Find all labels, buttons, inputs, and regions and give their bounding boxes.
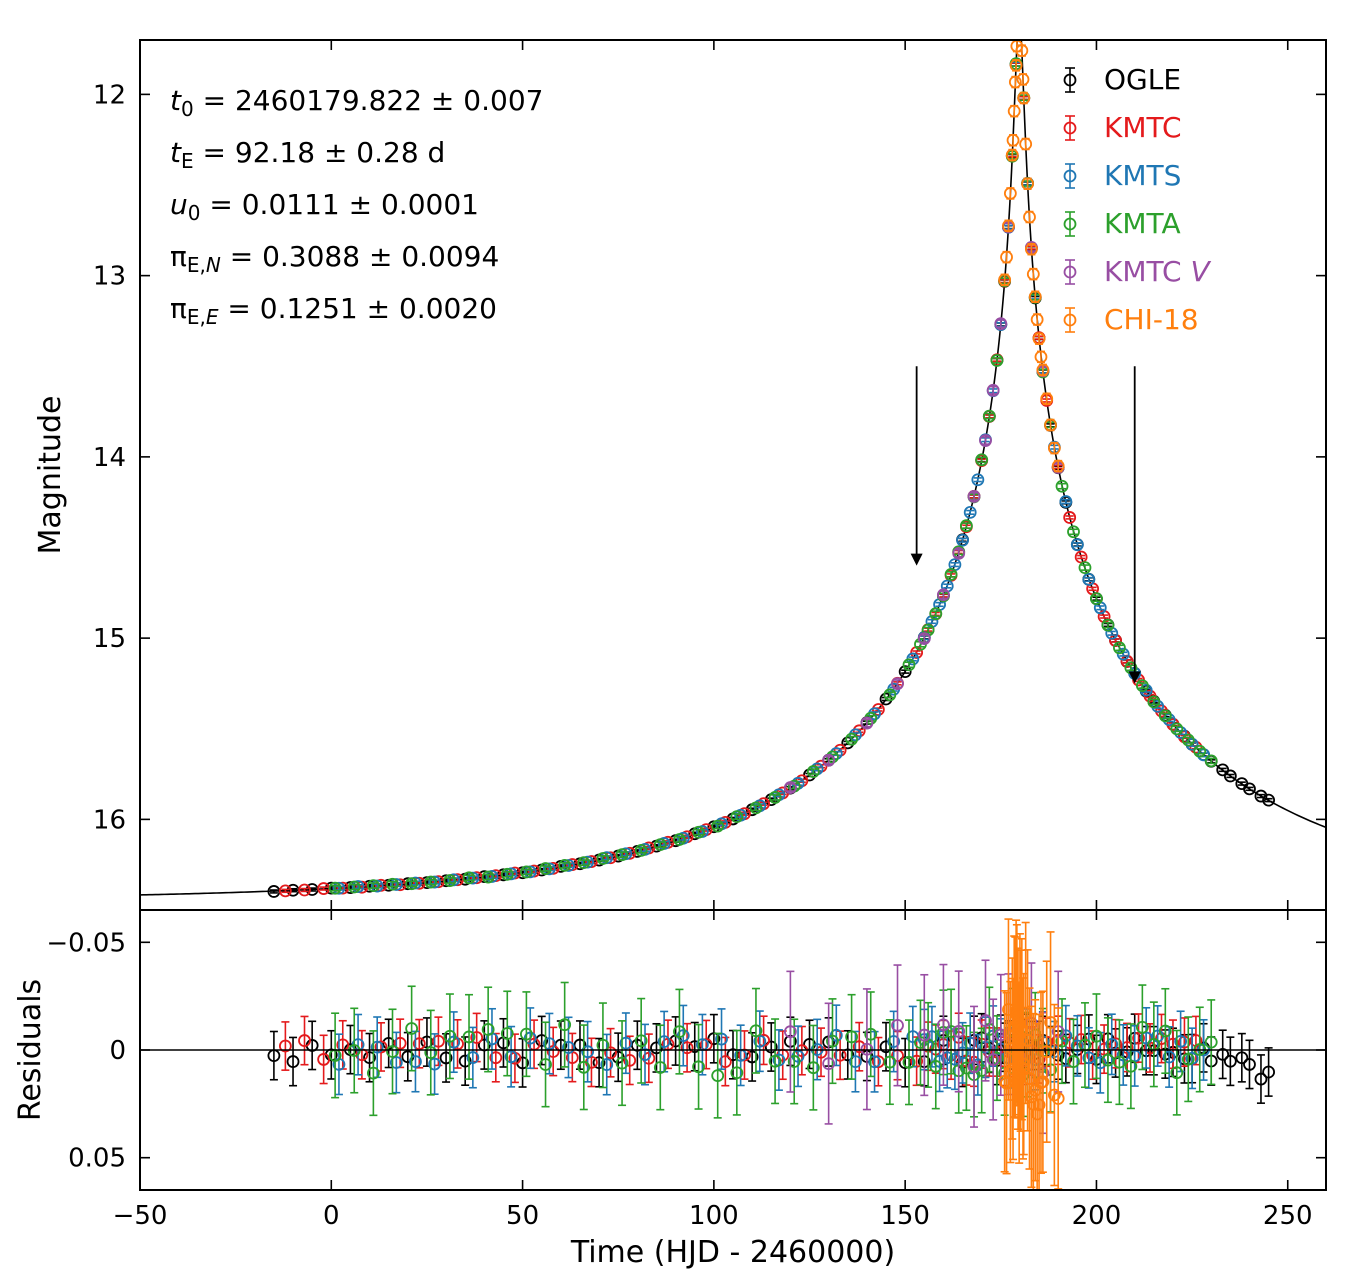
fit-parameter: t0 = 2460179.822 ± 0.007 <box>170 84 543 121</box>
chart-svg: 12 13 14 15 16 −50 0 50 100 150 200 250 −0.05 0 0.05 Ma… <box>0 0 1366 1274</box>
fit-parameter: u0 = 0.0111 ± 0.0001 <box>170 188 479 225</box>
xtick-label: 250 <box>1263 1201 1313 1231</box>
legend-label: KMTS <box>1104 159 1181 192</box>
legend-label: KMTC <box>1104 111 1182 144</box>
xtick-label: 50 <box>506 1201 539 1231</box>
legend-label: KMTA <box>1104 207 1181 240</box>
ytick-label: 12 <box>93 80 126 110</box>
xtick-label: 150 <box>880 1201 930 1231</box>
chart-container: 12 13 14 15 16 −50 0 50 100 150 200 250 −0.05 0 0.05 Ma… <box>0 0 1366 1274</box>
ytick-label: −0.05 <box>46 928 126 958</box>
legend-label: KMTC V <box>1104 255 1211 288</box>
x-axis-label: Time (HJD - 2460000) <box>570 1235 895 1270</box>
xtick-label: 200 <box>1072 1201 1122 1231</box>
ytick-label: 15 <box>93 624 126 654</box>
xtick-label: 100 <box>689 1201 739 1231</box>
legend-label: CHI-18 <box>1104 303 1199 336</box>
ytick-label: 16 <box>93 805 126 835</box>
fit-parameter: tE = 92.18 ± 0.28 d <box>170 136 445 173</box>
y-axis-label-main: Magnitude <box>33 396 68 555</box>
xtick-label: 0 <box>323 1201 340 1231</box>
xtick-label: −50 <box>113 1201 168 1231</box>
ytick-label: 14 <box>93 443 126 473</box>
y-axis-label-resid: Residuals <box>13 979 48 1121</box>
legend-label: OGLE <box>1104 63 1181 96</box>
fit-parameter: πE,E = 0.1251 ± 0.0020 <box>170 292 497 329</box>
ytick-label: 0 <box>109 1036 126 1066</box>
ytick-label: 0.05 <box>68 1144 126 1174</box>
ytick-label: 13 <box>93 262 126 292</box>
